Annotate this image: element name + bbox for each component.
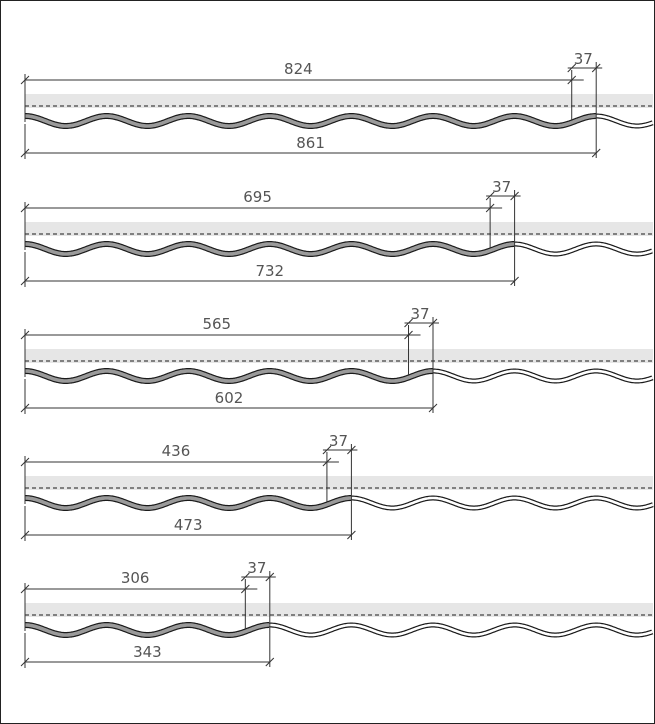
cover-tick-right	[485, 203, 495, 213]
total-width-label: 343	[133, 643, 162, 661]
band-strip	[25, 476, 653, 490]
sheet-row-4: 436 37 473	[20, 432, 654, 541]
overlap-tick-left	[404, 318, 413, 328]
total-width-label: 861	[296, 134, 325, 152]
main-sheet-fill	[25, 114, 596, 128]
total-tick-left	[20, 530, 30, 540]
total-tick-right	[265, 657, 275, 667]
total-width-label: 473	[174, 516, 203, 534]
total-tick-right	[591, 148, 601, 158]
overlap-tick-left	[240, 572, 250, 582]
overlap-tick-right	[591, 63, 601, 73]
overlap-tick-left	[322, 445, 332, 455]
cover-width-label: 306	[121, 569, 150, 587]
sheet-row-5: 306 37 343	[20, 559, 654, 668]
overlap-width-label: 37	[329, 432, 348, 450]
overlap-tick-right	[510, 191, 519, 201]
cover-tick-right	[567, 75, 577, 85]
adjacent-sheet-fill	[244, 623, 653, 637]
cover-tick-right	[240, 584, 250, 594]
total-tick-right	[510, 276, 519, 286]
main-sheet-fill	[25, 623, 269, 637]
cover-tick-left	[20, 584, 30, 594]
cover-width-label: 824	[284, 60, 313, 78]
adjacent-sheet-fill	[326, 496, 654, 510]
total-tick-right	[428, 403, 438, 413]
total-tick-right	[347, 530, 356, 540]
band-strip	[25, 222, 653, 236]
overlap-tick-right	[428, 318, 438, 328]
sheet-row-2: 695 37 732	[20, 178, 653, 287]
overlap-width-label: 37	[492, 178, 511, 196]
overlap-tick-right	[347, 445, 356, 455]
cover-width-label: 565	[202, 315, 231, 333]
sheet-row-1: 824 37 861	[20, 50, 654, 159]
band-strip	[25, 94, 653, 108]
sheet-row-3: 565 37 602	[20, 305, 654, 414]
main-sheet-fill	[25, 242, 514, 256]
cover-tick-left	[20, 330, 30, 340]
overlap-width-label: 37	[247, 559, 266, 577]
total-width-label: 732	[255, 262, 284, 280]
cover-width-label: 436	[162, 442, 191, 460]
cover-tick-left	[20, 457, 30, 467]
main-sheet-fill	[25, 369, 433, 383]
adjacent-sheet-fill	[408, 369, 653, 383]
total-tick-left	[20, 276, 30, 286]
main-sheet-fill	[25, 496, 351, 510]
overlap-tick-left	[567, 63, 577, 73]
total-tick-left	[20, 148, 30, 158]
rows-layer: 824 37 861 695 37 732 565 37 602 436 37 473 306 37 343	[20, 50, 654, 668]
cover-width-label: 695	[243, 188, 272, 206]
band-strip	[25, 603, 653, 617]
adjacent-sheet-fill	[489, 242, 653, 256]
total-tick-left	[20, 657, 30, 667]
total-tick-left	[20, 403, 30, 413]
cover-tick-left	[20, 75, 30, 85]
overlap-tick-left	[485, 191, 495, 201]
overlap-width-label: 37	[411, 305, 430, 323]
cover-tick-right	[322, 457, 332, 467]
overlap-width-label: 37	[574, 50, 593, 68]
overlap-tick-right	[265, 572, 275, 582]
cover-tick-left	[20, 203, 30, 213]
cover-tick-right	[404, 330, 413, 340]
total-width-label: 602	[215, 389, 244, 407]
band-strip	[25, 349, 653, 363]
